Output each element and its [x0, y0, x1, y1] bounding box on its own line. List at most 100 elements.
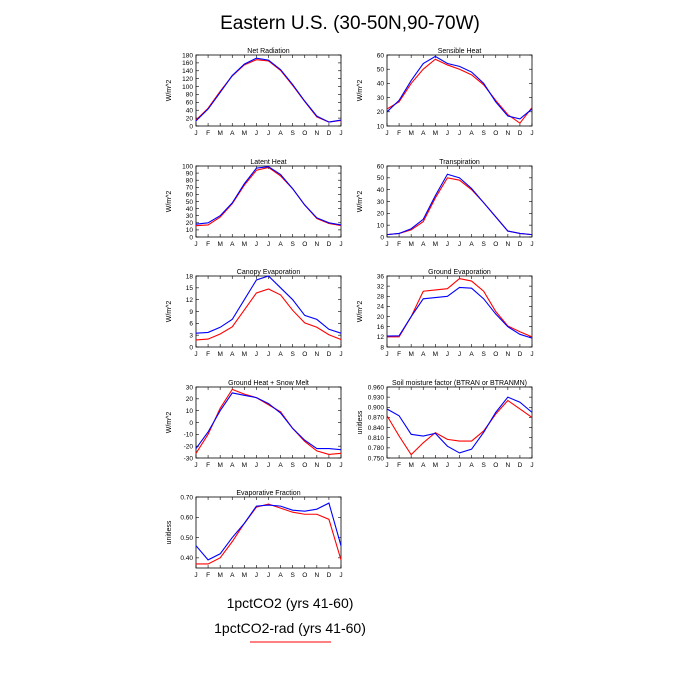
y-tick-label: 0.50 — [180, 535, 193, 542]
plot-frame — [195, 165, 342, 238]
x-tick-label: M — [408, 351, 413, 358]
y-tick-label: 20 — [186, 396, 194, 403]
x-tick-label: A — [278, 462, 283, 469]
y-tick-label: 60 — [377, 52, 385, 59]
panel-8: Soil moisture factor (BTRAN or BTRANMN) 0… — [357, 380, 534, 469]
x-tick-label: J — [385, 130, 388, 137]
y-tick-label: 0.70 — [180, 494, 193, 501]
series-line-1 — [386, 173, 533, 236]
x-tick-label: F — [206, 351, 210, 358]
x-tick-label: M — [433, 462, 438, 469]
x-tick-label: J — [339, 462, 342, 469]
y-tick-label: 0.870 — [368, 415, 385, 422]
panel-title: Net Radiation — [247, 48, 290, 55]
y-tick-label: 28 — [377, 294, 385, 301]
legend: 1pctCO2 (yrs 41-60) 1pctCO2-rad (yrs 41-… — [214, 595, 366, 643]
x-tick-label: O — [302, 462, 307, 469]
x-tick-label: M — [242, 130, 247, 137]
panel-title: Evaporative Fraction — [236, 490, 300, 497]
x-tick-label: O — [493, 130, 498, 137]
y-tick-label: 0.750 — [368, 455, 385, 462]
x-tick-label: O — [493, 241, 498, 248]
y-axis-label: W/m^2 — [357, 80, 364, 102]
y-tick-label: 36 — [377, 273, 385, 280]
y-tick-label: 120 — [182, 76, 193, 83]
x-tick-label: M — [217, 241, 222, 248]
panel-7: Ground Heat + Snow Melt -30 -20 -10 0 10 20 30 J… — [166, 380, 343, 469]
x-tick-label: N — [314, 462, 319, 469]
y-axis-label: unitless — [357, 410, 364, 434]
y-tick-label: 60 — [377, 163, 385, 170]
x-tick-label: A — [278, 241, 283, 248]
plot-frame — [195, 275, 342, 348]
x-tick-label: M — [408, 130, 413, 137]
x-tick-label: N — [505, 462, 510, 469]
x-tick-label: M — [433, 130, 438, 137]
x-tick-label: S — [290, 462, 295, 469]
x-tick-label: D — [518, 241, 523, 248]
x-tick-label: M — [242, 241, 247, 248]
x-tick-label: J — [194, 241, 197, 248]
y-tick-label: 80 — [186, 92, 194, 99]
y-tick-label: 16 — [377, 324, 385, 331]
y-tick-label: 30 — [377, 199, 385, 206]
x-tick-label: S — [481, 351, 486, 358]
series-line-2 — [386, 177, 533, 236]
series-line-2 — [195, 166, 342, 227]
x-tick-label: A — [469, 351, 474, 358]
x-tick-label: J — [255, 572, 258, 579]
x-tick-label: A — [278, 130, 283, 137]
x-tick-label: N — [314, 572, 319, 579]
y-tick-label: 60 — [186, 192, 194, 199]
y-tick-label: 0.780 — [368, 445, 385, 452]
y-axis-label: unitless — [166, 520, 173, 544]
x-tick-label: M — [217, 462, 222, 469]
x-tick-label: A — [421, 241, 426, 248]
x-tick-label: J — [267, 572, 270, 579]
y-tick-label: 0 — [189, 420, 193, 427]
x-tick-label: D — [518, 130, 523, 137]
series-line-1 — [386, 286, 533, 339]
x-tick-label: D — [327, 130, 332, 137]
figure-title: Eastern U.S. (30-50N,90-70W) — [220, 13, 480, 34]
y-axis-label: W/m^2 — [357, 301, 364, 323]
y-tick-label: 60 — [186, 100, 194, 107]
y-tick-label: 12 — [377, 334, 385, 341]
panel-title: Sensible Heat — [438, 48, 482, 55]
x-tick-label: S — [290, 241, 295, 248]
x-tick-label: J — [339, 351, 342, 358]
x-tick-label: M — [242, 572, 247, 579]
x-tick-label: D — [327, 572, 332, 579]
x-tick-label: A — [421, 351, 426, 358]
x-tick-label: A — [278, 351, 283, 358]
x-tick-label: N — [314, 130, 319, 137]
y-tick-label: 0 — [189, 344, 193, 351]
y-tick-label: 0.60 — [180, 515, 193, 522]
y-tick-label: 40 — [186, 108, 194, 115]
panel-title: Transpiration — [439, 159, 480, 166]
x-tick-label: M — [408, 462, 413, 469]
x-tick-label: A — [421, 130, 426, 137]
y-tick-label: 32 — [377, 283, 385, 290]
y-tick-label: 100 — [182, 163, 193, 170]
series-line-1 — [195, 275, 342, 334]
y-tick-label: 180 — [182, 52, 193, 59]
x-tick-label: M — [433, 241, 438, 248]
panel-title: Ground Evaporation — [428, 269, 491, 276]
y-tick-label: 10 — [377, 222, 385, 229]
y-tick-label: 0.960 — [368, 384, 385, 391]
y-tick-label: 6 — [189, 321, 193, 328]
x-tick-label: J — [194, 572, 197, 579]
x-tick-label: S — [481, 462, 486, 469]
y-axis-label: W/m^2 — [357, 191, 364, 213]
y-tick-label: 0 — [189, 123, 193, 130]
x-tick-label: N — [314, 241, 319, 248]
x-tick-label: O — [302, 130, 307, 137]
series-line-1 — [195, 57, 342, 123]
y-axis-label: W/m^2 — [166, 80, 173, 102]
y-tick-label: 30 — [186, 384, 194, 391]
